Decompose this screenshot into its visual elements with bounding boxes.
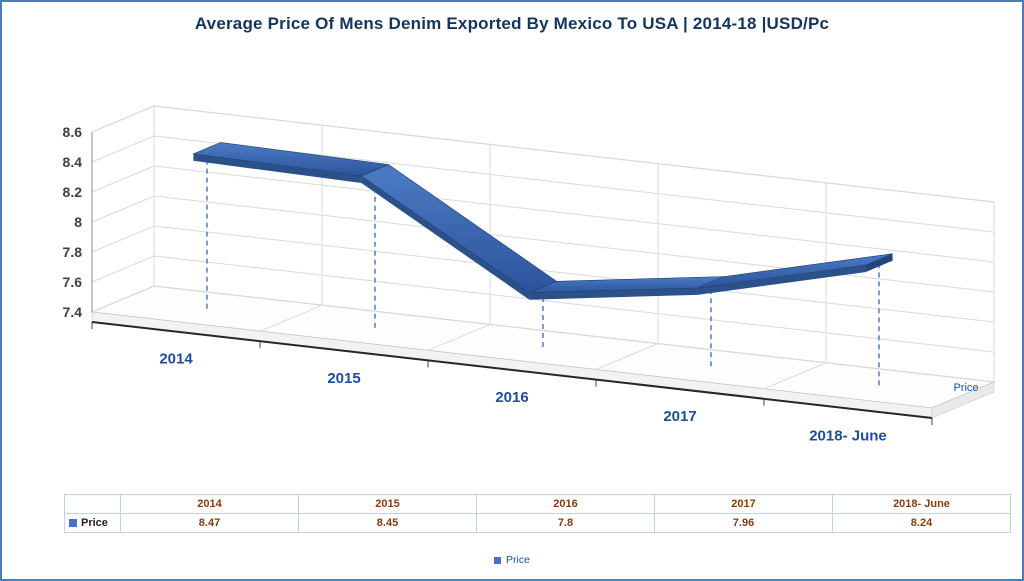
table-value-cell: 8.24 xyxy=(833,514,1011,533)
chart-title: Average Price Of Mens Denim Exported By … xyxy=(194,14,830,33)
price-ribbon-series xyxy=(192,142,893,300)
table-corner-cell xyxy=(65,495,121,514)
chart-canvas: 7.4 7.6 7.8 8 8.2 8.4 8.6 2014 2015 2016 2017 2018-… xyxy=(63,105,996,444)
series-row-label: Price xyxy=(81,517,108,529)
x-axis-category-label: 2017 xyxy=(663,408,696,425)
y-axis-tick-label: 8.4 xyxy=(63,154,83,170)
x-axis-category-label: 2016 xyxy=(495,389,528,406)
y-axis-tick-label: 7.4 xyxy=(63,304,83,320)
legend-label: Price xyxy=(506,554,530,566)
table-value-cell: 8.47 xyxy=(121,514,299,533)
legend-key-icon xyxy=(494,556,502,564)
x-axis-category-label: 2014 xyxy=(159,351,193,368)
table-value-cell: 7.96 xyxy=(655,514,833,533)
y-axis-tick-label: 8.2 xyxy=(63,184,83,200)
table-header-year: 2016 xyxy=(477,495,655,514)
table-header-year: 2015 xyxy=(299,495,477,514)
table-value-cell: 8.45 xyxy=(299,514,477,533)
table-header-year: 2014 xyxy=(121,495,299,514)
table-value-cell: 7.8 xyxy=(477,514,655,533)
table-header-year: 2017 xyxy=(655,495,833,514)
chart-legend: Price xyxy=(2,554,1022,566)
axis-labels: 7.4 7.6 7.8 8 8.2 8.4 8.6 2014 2015 2016 2017 2018-… xyxy=(63,124,979,444)
series-axis-label: Price xyxy=(953,382,978,394)
y-axis-tick-label: 8.6 xyxy=(63,124,83,140)
y-axis-tick-label: 7.8 xyxy=(63,244,83,260)
axis-frame xyxy=(91,132,995,425)
table-header-year: 2018- June xyxy=(833,495,1011,514)
table-row-label-cell: Price xyxy=(65,514,121,533)
y-axis-tick-label: 8 xyxy=(74,214,82,230)
x-axis-category-label: 2018- June xyxy=(809,427,887,444)
data-table: 2014 2015 2016 2017 2018- June Price 8.4… xyxy=(64,494,1011,533)
series-key-icon xyxy=(69,519,77,527)
y-axis-tick-label: 7.6 xyxy=(63,274,83,290)
x-axis-category-label: 2015 xyxy=(327,370,360,387)
